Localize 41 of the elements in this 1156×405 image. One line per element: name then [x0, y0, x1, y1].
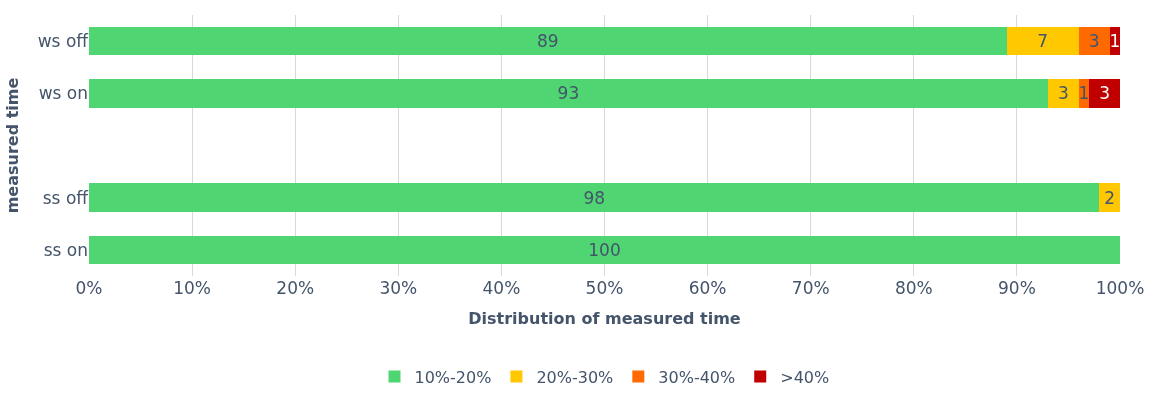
legend-label: 20%-30% [536, 367, 614, 387]
y-tick-label: ss on [43, 239, 88, 260]
y-tick-label: ws off [37, 31, 90, 52]
bar [89, 183, 1100, 213]
x-tick-label: 40% [482, 278, 521, 298]
x-tick-label: 10% [173, 278, 211, 298]
bar [1006, 26, 1079, 56]
data-label: 2 [1104, 187, 1116, 208]
legend-label: 10%-20% [414, 367, 492, 387]
bar [1078, 26, 1110, 56]
bar [89, 235, 1120, 265]
bar [1099, 183, 1120, 213]
data-label: 3 [1057, 83, 1069, 104]
x-tick-label: 90% [998, 278, 1036, 298]
bar [1047, 78, 1079, 108]
bar [89, 26, 1007, 56]
data-label: 1 [1078, 83, 1090, 104]
data-label: 3 [1099, 83, 1110, 104]
data-label: 93 [557, 83, 580, 104]
data-label: 3 [1088, 31, 1100, 52]
x-tick-label: 30% [379, 278, 418, 298]
bar [1089, 78, 1120, 108]
y-tick-label: ws on [38, 83, 88, 104]
x-tick-label: 70% [791, 278, 830, 298]
data-label: 89 [536, 31, 559, 52]
x-tick-label: 20% [276, 278, 315, 298]
x-tick-label: 0% [75, 278, 103, 298]
x-tick-label: 80% [894, 278, 933, 298]
data-label: 7 [1037, 31, 1049, 52]
data-label: 98 [583, 187, 606, 208]
y-tick-label: ss off [42, 187, 90, 208]
x-tick-label: 60% [688, 278, 727, 298]
x-tick-label: 100% [1095, 278, 1145, 298]
legend-label: >40% [780, 367, 830, 387]
x-tick-label: 50% [585, 278, 624, 298]
legend-label: 30%-40% [658, 367, 736, 387]
y-axis-title: measured time [2, 77, 22, 214]
data-label: 100 [588, 239, 621, 260]
x-axis-title: Distribution of measured time [468, 308, 741, 328]
data-label: 1 [1109, 31, 1121, 52]
bar [89, 78, 1048, 108]
